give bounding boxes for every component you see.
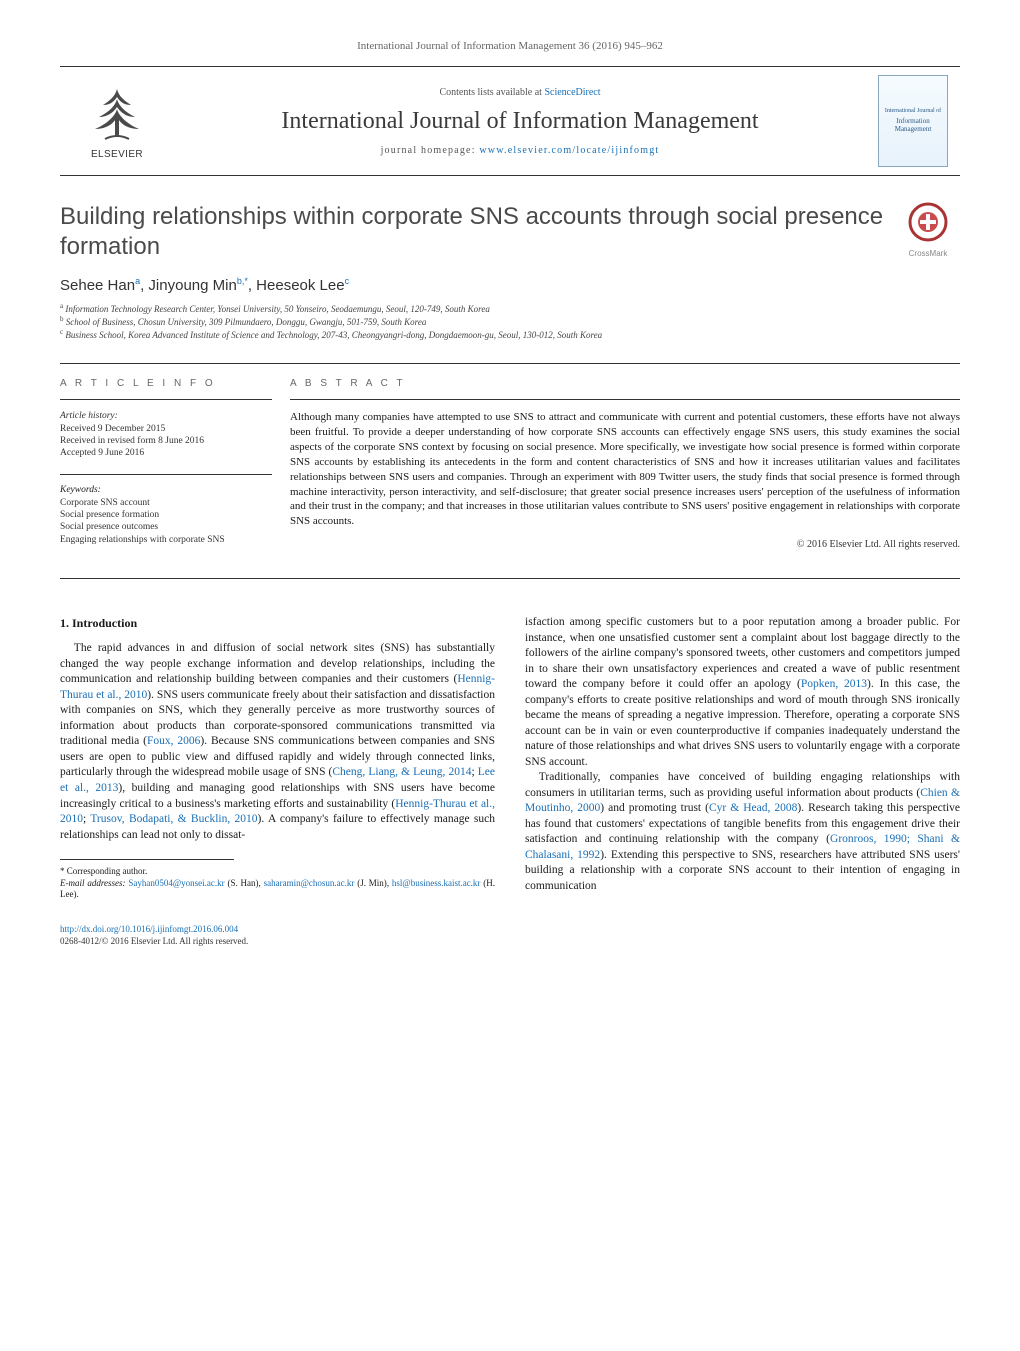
keywords-label: Keywords: — [60, 485, 272, 495]
authors-line: Sehee Hana, Jinyoung Minb,*, Heeseok Lee… — [60, 276, 960, 294]
info-rule — [60, 399, 272, 400]
sciencedirect-link[interactable]: ScienceDirect — [544, 87, 600, 98]
history-item: Received 9 December 2015 — [60, 423, 272, 435]
cover-small-top: International Journal of — [885, 108, 941, 114]
affiliation-mark: b — [60, 315, 64, 323]
journal-homepage-line: journal homepage: www.elsevier.com/locat… — [170, 145, 870, 156]
email-label: E-mail addresses: — [60, 878, 128, 888]
abstract-rule — [290, 399, 960, 400]
author-name: Heeseok Lee — [256, 277, 344, 294]
body-paragraph: Traditionally, companies have conceived … — [525, 770, 960, 894]
author-email-link[interactable]: hsl@business.kaist.ac.kr — [392, 878, 481, 888]
article-info-column: A R T I C L E I N F O Article history: R… — [60, 378, 290, 560]
keywords-block: Corporate SNS accountSocial presence for… — [60, 497, 272, 546]
history-item: Accepted 9 June 2016 — [60, 447, 272, 459]
journal-masthead: ELSEVIER Contents lists available at Sci… — [60, 66, 960, 176]
crossmark-label: CrossMark — [896, 249, 960, 258]
author-email-link[interactable]: Sayhan0504@yonsei.ac.kr — [128, 878, 224, 888]
journal-cover-thumbnail: International Journal of Information Man… — [878, 75, 948, 167]
homepage-prefix: journal homepage: — [381, 145, 480, 156]
affiliation-mark: c — [60, 328, 63, 336]
title-row: Building relationships within corporate … — [60, 202, 960, 262]
body-column-left: 1. Introduction The rapid advances in an… — [60, 615, 495, 901]
affiliations-block: a Information Technology Research Center… — [60, 302, 960, 341]
citation[interactable]: Trusov, Bodapati, & Bucklin, 2010 — [90, 813, 257, 825]
keyword-item: Social presence formation — [60, 509, 272, 521]
email-addresses-line: E-mail addresses: Sayhan0504@yonsei.ac.k… — [60, 878, 495, 901]
author-email-link[interactable]: saharamin@chosun.ac.kr — [264, 878, 355, 888]
citation[interactable]: Cyr & Head, 2008 — [709, 802, 797, 814]
article-history-block: Article history: Received 9 December 201… — [60, 410, 272, 459]
article-info-heading: A R T I C L E I N F O — [60, 378, 272, 389]
doi-link[interactable]: http://dx.doi.org/10.1016/j.ijinfomgt.20… — [60, 924, 238, 934]
author-name: Jinyoung Min — [148, 277, 236, 294]
contents-available-line: Contents lists available at ScienceDirec… — [170, 87, 870, 98]
publisher-name: ELSEVIER — [91, 149, 143, 160]
abstract-heading: A B S T R A C T — [290, 378, 960, 389]
body-paragraph: The rapid advances in and diffusion of s… — [60, 641, 495, 843]
affiliation-line: c Business School, Korea Advanced Instit… — [60, 328, 960, 341]
abstract-text: Although many companies have attempted t… — [290, 410, 960, 529]
citation[interactable]: Popken, 2013 — [801, 678, 867, 690]
body-column-right: isfaction among specific customers but t… — [525, 615, 960, 901]
affiliation-mark: a — [60, 302, 63, 310]
author-affiliation-mark: c — [345, 276, 350, 286]
crossmark-badge[interactable]: CrossMark — [896, 202, 960, 258]
issn-copyright-line: 0268-4012/© 2016 Elsevier Ltd. All right… — [60, 935, 960, 947]
citation[interactable]: Cheng, Liang, & Leung, 2014 — [332, 766, 471, 778]
cover-small-title: Information Management — [883, 118, 943, 133]
article-title: Building relationships within corporate … — [60, 202, 886, 262]
elsevier-tree-icon — [85, 83, 149, 147]
page: International Journal of Information Man… — [0, 0, 1020, 977]
abstract-copyright: © 2016 Elsevier Ltd. All rights reserved… — [290, 539, 960, 550]
citation[interactable]: Foux, 2006 — [147, 735, 200, 747]
affiliation-line: a Information Technology Research Center… — [60, 302, 960, 315]
masthead-center: Contents lists available at ScienceDirec… — [162, 83, 878, 160]
keyword-item: Social presence outcomes — [60, 521, 272, 533]
running-header-citation: International Journal of Information Man… — [60, 40, 960, 52]
footnotes-block: * Corresponding author. E-mail addresses… — [60, 866, 495, 901]
author-affiliation-mark: a — [135, 276, 140, 286]
body-two-column: 1. Introduction The rapid advances in an… — [60, 615, 960, 901]
abstract-column: A B S T R A C T Although many companies … — [290, 378, 960, 560]
keyword-item: Engaging relationships with corporate SN… — [60, 534, 272, 546]
info-rule-2 — [60, 474, 272, 475]
section-heading-intro: 1. Introduction — [60, 615, 495, 631]
corresponding-author-note: * Corresponding author. — [60, 866, 495, 878]
body-paragraph: isfaction among specific customers but t… — [525, 615, 960, 770]
publisher-logo-block: ELSEVIER — [72, 83, 162, 160]
info-abstract-row: A R T I C L E I N F O Article history: R… — [60, 363, 960, 579]
affiliation-line: b School of Business, Chosun University,… — [60, 315, 960, 328]
bottom-meta-block: http://dx.doi.org/10.1016/j.ijinfomgt.20… — [60, 923, 960, 947]
journal-homepage-link[interactable]: www.elsevier.com/locate/ijinfomgt — [479, 145, 659, 156]
contents-prefix: Contents lists available at — [439, 87, 544, 98]
author-name: Sehee Han — [60, 277, 135, 294]
author-affiliation-mark: b,* — [237, 276, 248, 286]
footnote-separator — [60, 859, 234, 860]
citation[interactable]: Hennig-Thurau et al., 2010 — [60, 673, 495, 701]
history-item: Received in revised form 8 June 2016 — [60, 435, 272, 447]
citation[interactable]: Gronroos, 1990; Shani & Chalasani, 1992 — [525, 833, 960, 861]
journal-title: International Journal of Information Man… — [170, 108, 870, 135]
article-history-label: Article history: — [60, 410, 272, 422]
keyword-item: Corporate SNS account — [60, 497, 272, 509]
